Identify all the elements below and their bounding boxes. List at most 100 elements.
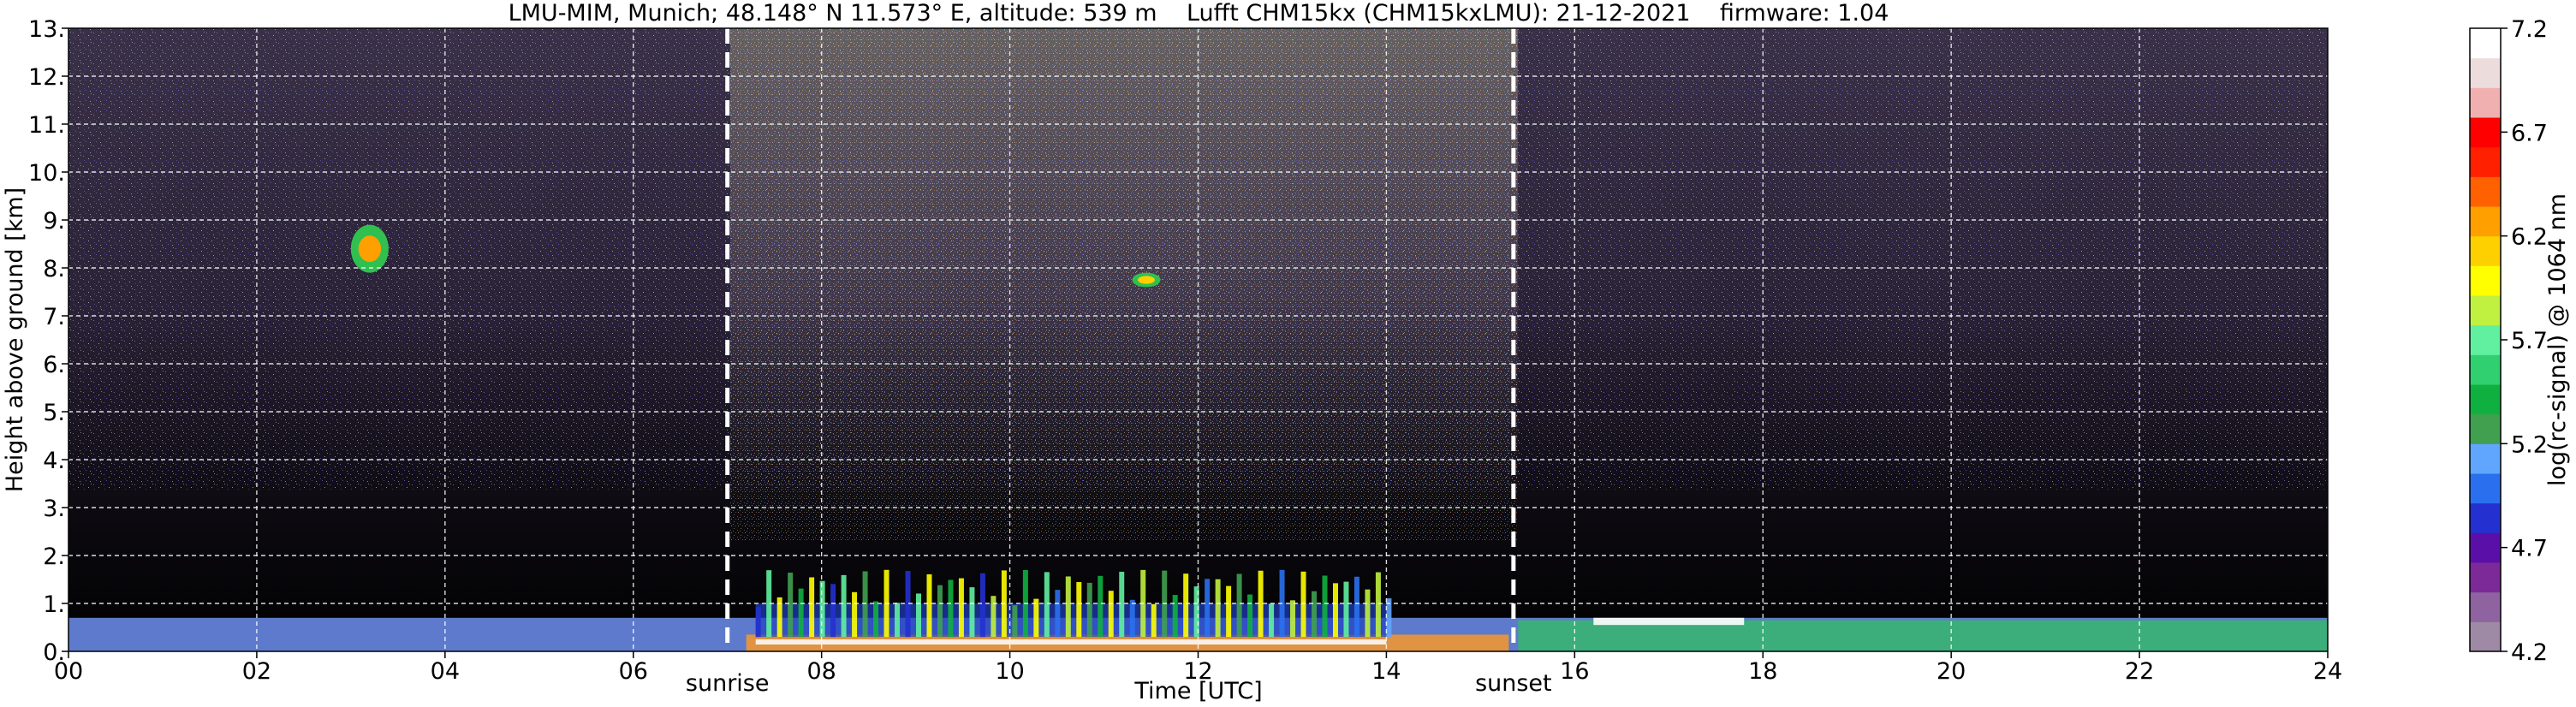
convective-plume (948, 579, 954, 638)
convective-plume (1012, 605, 1018, 638)
y-tick-label: 11. (28, 112, 65, 139)
convective-plume (1226, 585, 1232, 638)
y-tick-label: 2. (43, 544, 65, 570)
convective-plume (895, 603, 901, 638)
colorbar-segment (2470, 235, 2501, 266)
plot-area: sunrise sunset (68, 27, 2329, 697)
convective-plume (915, 593, 921, 638)
y-axis: 0. 1. 2. 3. 4. 5. 6. 7. 8. 9. 10. 11. 12. 13. (28, 16, 68, 666)
y-tick-label: 0. (43, 639, 65, 666)
convective-plume (969, 587, 975, 638)
x-tick-label: 14 (1371, 658, 1401, 685)
y-tick-label: 13. (28, 16, 65, 43)
daytime-noise (730, 28, 1518, 542)
convective-plume (1033, 598, 1039, 638)
convective-plume (873, 601, 879, 638)
colorbar-segment (2470, 295, 2501, 326)
convective-plume (776, 597, 782, 638)
convective-plume (1065, 576, 1071, 638)
x-tick-label: 06 (619, 658, 648, 685)
colorbar-segment (2470, 532, 2501, 563)
convective-plume (1236, 573, 1242, 638)
sunrise-label: sunrise (686, 670, 770, 697)
y-tick-label: 7. (43, 304, 65, 330)
colorbar: 4.2 4.7 5.2 5.7 6.2 6.7 7.2 (2469, 16, 2548, 666)
convective-plume (1108, 591, 1114, 638)
convective-plume (1098, 575, 1104, 638)
x-tick-label: 02 (242, 658, 271, 685)
boundary-layer-evening (1518, 620, 2328, 651)
x-tick-label: 04 (431, 658, 460, 685)
x-tick-label: 00 (54, 658, 83, 685)
convective-plume (1365, 589, 1371, 638)
event-lines: sunrise sunset (686, 28, 1552, 697)
convective-plume (926, 574, 932, 638)
colorbar-segment (2470, 562, 2501, 593)
convective-plume (809, 577, 815, 638)
convective-plume (862, 571, 868, 638)
colorbar-tick-label: 7.2 (2511, 16, 2548, 43)
convective-plume (1151, 603, 1157, 638)
convective-plume (1290, 600, 1296, 638)
convective-plume (1119, 571, 1125, 638)
x-tick-label: 20 (1936, 658, 1966, 685)
convective-plume (1172, 595, 1178, 638)
x-tick-label: 08 (806, 658, 836, 685)
convective-plume (1076, 582, 1082, 638)
y-tick-label: 5. (43, 400, 65, 426)
convective-plume (830, 584, 836, 638)
cloud-core-1 (358, 235, 382, 262)
convective-plume (1193, 586, 1199, 638)
colorbar-segment (2470, 591, 2501, 622)
x-tick-label: 10 (995, 658, 1024, 685)
colorbar-tick-label: 4.7 (2511, 536, 2548, 562)
y-tick-label: 4. (43, 448, 65, 474)
convective-plume (841, 574, 847, 638)
convective-plume (1269, 603, 1275, 638)
y-tick-label: 10. (28, 160, 65, 187)
y-tick-label: 6. (43, 352, 65, 378)
convective-plume (1375, 572, 1381, 638)
colorbar-segment (2470, 473, 2501, 504)
convective-plume (905, 571, 911, 638)
convective-plume (1044, 572, 1050, 638)
colorbar-segment (2470, 413, 2501, 444)
convective-plume (1183, 573, 1189, 638)
convective-plume (1300, 571, 1306, 638)
colorbar-segment (2470, 621, 2501, 652)
convective-plume (1258, 570, 1264, 638)
colorbar-segment (2470, 87, 2501, 118)
convective-plume (1086, 582, 1092, 638)
colorbar-tick-label: 6.7 (2511, 120, 2548, 146)
colorbar-segment (2470, 265, 2501, 296)
colorbar-segment (2470, 117, 2501, 148)
x-tick-label: 24 (2313, 658, 2342, 685)
convective-plume (1343, 581, 1349, 638)
convective-plume (819, 580, 825, 638)
convective-plume (1129, 599, 1135, 638)
colorbar-label: log(rc-signal) @ 1064 nm (2544, 193, 2571, 486)
grid-lines (68, 28, 2328, 651)
colorbar-segment (2470, 384, 2501, 415)
colorbar-tick-label: 4.2 (2511, 639, 2548, 666)
x-tick-label: 16 (1560, 658, 1589, 685)
y-tick-label: 12. (28, 64, 65, 91)
convective-plume (991, 596, 996, 638)
x-axis: 00 02 04 06 08 10 12 14 16 18 20 22 24 (54, 651, 2342, 685)
convective-base-line (755, 639, 1387, 645)
colorbar-tick-label: 6.2 (2511, 224, 2548, 251)
y-tick-label: 1. (43, 591, 65, 618)
convective-plume (979, 573, 985, 638)
colorbar-segment (2470, 146, 2501, 177)
x-tick-label: 18 (1748, 658, 1777, 685)
convective-plume (1332, 583, 1338, 638)
y-tick-label: 8. (43, 256, 65, 282)
convective-plume (766, 570, 772, 638)
colorbar-segment (2470, 57, 2501, 88)
convective-plume (1247, 594, 1253, 638)
x-tick-label: 22 (2125, 658, 2154, 685)
colorbar-segment (2470, 354, 2501, 385)
colorbar-tick-label: 5.2 (2511, 431, 2548, 458)
y-tick-label: 3. (43, 496, 65, 522)
